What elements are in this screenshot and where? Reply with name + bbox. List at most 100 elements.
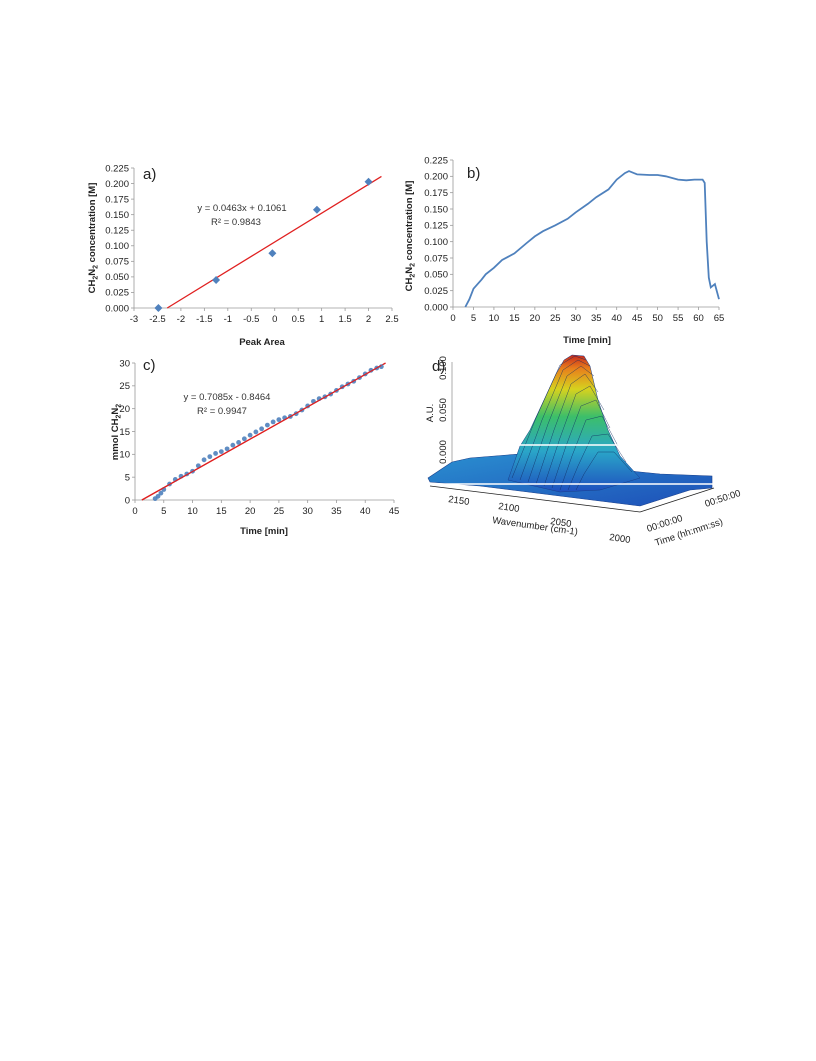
ridge-line	[567, 433, 627, 491]
x-tick-label: 45	[632, 313, 643, 324]
front-edge	[429, 485, 641, 513]
ridge-line	[519, 359, 591, 481]
x-tick-label: 30	[570, 313, 581, 324]
y-label-sub1-b: 2	[410, 274, 417, 278]
y-tick-label: 0.025	[424, 286, 448, 297]
x-tick-label: 2150	[448, 494, 470, 508]
ridge-line	[575, 451, 633, 491]
data-point	[154, 304, 163, 312]
data-point	[212, 276, 221, 284]
ridge-line	[559, 415, 619, 491]
ridge-line	[511, 355, 587, 479]
x-tick-label: -0.5	[243, 314, 259, 325]
data-point	[268, 249, 277, 258]
trend-equation-c: y = 0.7085x - 0.8464	[184, 392, 271, 403]
ridge-line	[527, 365, 595, 483]
y-label-sub1-c: 2	[116, 414, 123, 418]
y-tick-label: 0.125	[105, 226, 129, 237]
x-tick-label: 25	[550, 313, 561, 324]
y-tick-label: 0.175	[105, 194, 129, 205]
x-tick-label: 0.5	[292, 314, 305, 325]
svg-text:mmol CH2N2: mmol CH2N2	[110, 404, 123, 460]
x-tick-label: 0	[450, 313, 455, 324]
z-tick-label: 0.100	[438, 356, 449, 380]
y-tick-label: 0.100	[424, 237, 448, 248]
ridge-line	[551, 399, 611, 489]
data-point	[247, 432, 253, 438]
z-tick-label: 0.050	[438, 398, 449, 422]
x-tick-label: 50	[652, 313, 663, 324]
y-tick-label: 0.075	[424, 253, 448, 264]
x-tick-label: 2050	[550, 516, 572, 530]
chart-d: d) A.U. 0.100 0.050 0.000 2150 2100 2050…	[425, 354, 743, 549]
x-tick-label: -1	[224, 314, 232, 325]
scan-lines	[430, 444, 716, 485]
x-tick-label: -2	[177, 314, 185, 325]
y-tick-label: 0.175	[424, 188, 448, 199]
x-tick-label: 20	[530, 313, 541, 324]
x-tick-label: 25	[274, 506, 285, 517]
z-axis-label-d: A.U.	[425, 404, 436, 422]
data-point	[218, 449, 224, 454]
y-axis-label-a: CH2N2 concentration [M]	[87, 183, 100, 294]
y-label-sub2-c: 2	[116, 404, 123, 408]
y-tick-label: 0.075	[105, 257, 129, 268]
y-label-main-b: CH	[404, 278, 415, 292]
y-label-sub2-b: 2	[410, 263, 417, 267]
data-point	[312, 205, 321, 214]
x-tick-label: -3	[130, 314, 138, 325]
ridge-line	[543, 385, 605, 487]
x-tick-label: 5	[161, 506, 166, 517]
x-tick-label: 55	[673, 313, 684, 324]
data-point	[224, 446, 230, 452]
chart-c: c) mmol CH2N2 Time [min] y = 0.7085x - 0…	[110, 357, 399, 537]
trend-equation-a: y = 0.0463x + 0.1061	[197, 203, 286, 214]
y-label-tail-a: concentration [M]	[87, 183, 98, 265]
x-tick-label: 1.5	[338, 314, 351, 325]
x-tick-label: 30	[302, 506, 313, 517]
x-tick-label: 2.5	[385, 314, 398, 325]
y-tick-label: 0.050	[424, 270, 448, 281]
data-point	[201, 457, 207, 463]
data-point	[195, 463, 201, 469]
y-tick-label: 0.000	[105, 303, 129, 314]
x-tick-label: 60	[693, 313, 704, 324]
ridge-line	[535, 373, 599, 485]
y-label-mid-c: N	[110, 408, 121, 415]
z-tick-label: 0.000	[438, 440, 449, 464]
y-tick-label: 0.000	[424, 302, 448, 313]
y-tick-label: 00:50:00	[704, 488, 743, 510]
y-label-sub2-a: 2	[93, 265, 100, 269]
data-point	[207, 454, 213, 460]
x-tick-label: 15	[216, 506, 227, 517]
x-tick-label: 5	[471, 313, 476, 324]
y-tick-label: 5	[125, 472, 130, 483]
trend-r2-a: R² = 0.9843	[211, 217, 261, 228]
panel-label-c: c)	[143, 357, 156, 374]
x-tick-label: 35	[331, 506, 342, 517]
chart-a: a) CH2N2 concentration [M] Peak Area y =…	[87, 163, 399, 348]
y-tick-label: 0.100	[105, 241, 129, 252]
x-tick-label: 35	[591, 313, 602, 324]
y-tick-label: 0.025	[105, 288, 129, 299]
x-tick-label: 2000	[609, 532, 631, 546]
x-axis-label-c: Time [min]	[240, 526, 288, 537]
panel-label-b: b)	[467, 165, 480, 182]
x-tick-label: 0	[132, 506, 137, 517]
y-tick-label: 0	[125, 495, 130, 506]
data-point	[241, 436, 247, 442]
data-point	[253, 429, 259, 435]
data-point	[264, 422, 270, 428]
x-tick-label: 10	[489, 313, 500, 324]
svg-text:CH2N2 concentration [M]: CH2N2 concentration [M]	[87, 183, 100, 294]
y-tick-label: 30	[119, 358, 130, 369]
panel-label-d: d)	[432, 358, 445, 375]
x-tick-label: 45	[389, 506, 400, 517]
trend-line-overlay	[141, 364, 382, 501]
x-tick-label: -2.5	[149, 314, 165, 325]
panel-label-a: a)	[143, 166, 156, 183]
y-label-sub1-a: 2	[93, 276, 100, 280]
x-tick-label: 40	[611, 313, 622, 324]
